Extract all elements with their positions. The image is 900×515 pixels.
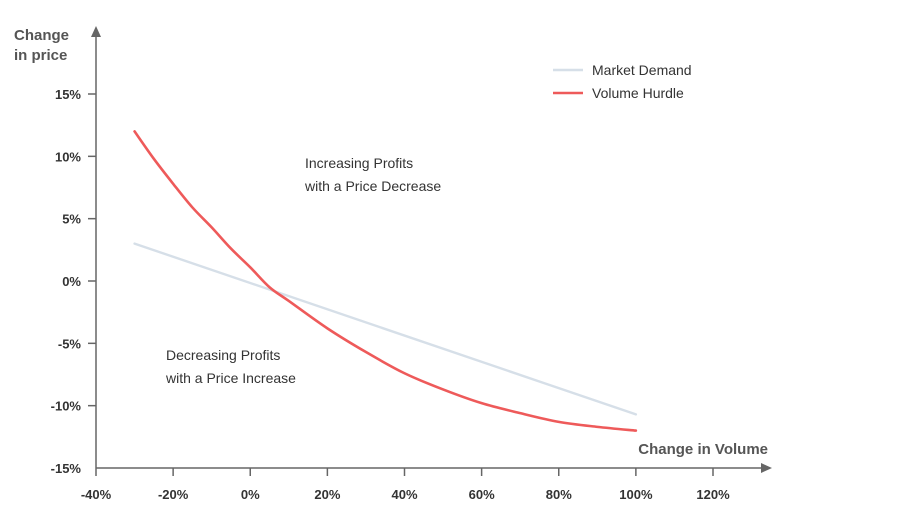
legend-label-volume-hurdle: Volume Hurdle: [592, 85, 684, 101]
x-tick-label: 60%: [469, 487, 495, 502]
x-tick-label: 120%: [696, 487, 730, 502]
x-tick-label: 80%: [546, 487, 572, 502]
y-tick-label: 5%: [62, 212, 81, 227]
series-line-market-demand: [133, 242, 638, 416]
y-tick-label: 10%: [55, 149, 81, 164]
legend: Market Demand Volume Hurdle: [553, 62, 692, 101]
annotation-increasing-line-1: Increasing Profits: [305, 155, 413, 171]
x-axis-title: Change in Volume: [638, 441, 768, 458]
x-tick-label: 40%: [391, 487, 417, 502]
y-axis-arrow: [91, 26, 101, 37]
y-tick-label: 0%: [62, 274, 81, 289]
annotation-decreasing-line-1: Decreasing Profits: [166, 347, 280, 363]
y-axis-title-line-1: Change: [14, 27, 69, 44]
series-line-volume-hurdle: [133, 130, 638, 432]
annotation-increasing-line-2: with a Price Decrease: [304, 178, 441, 194]
legend-label-market-demand: Market Demand: [592, 62, 692, 78]
y-tick-label: 15%: [55, 87, 81, 102]
x-tick-label: -20%: [158, 487, 189, 502]
x-tick-label: -40%: [81, 487, 112, 502]
x-tick-label: 100%: [619, 487, 653, 502]
y-axis-title-line-2: in price: [14, 47, 67, 64]
series-layer: [133, 130, 638, 432]
axis-ticks: -15% -10% -5% 0% 5% 10% 15% -40% -20% 0% 20% 40% 60%…: [51, 87, 730, 502]
x-axis-arrow: [761, 463, 772, 473]
y-tick-label: -5%: [58, 336, 82, 351]
x-tick-label: 20%: [314, 487, 340, 502]
annotation-decreasing-line-2: with a Price Increase: [165, 370, 296, 386]
x-tick-label: 0%: [241, 487, 260, 502]
y-tick-label: -15%: [51, 461, 82, 476]
y-tick-label: -10%: [51, 399, 82, 414]
